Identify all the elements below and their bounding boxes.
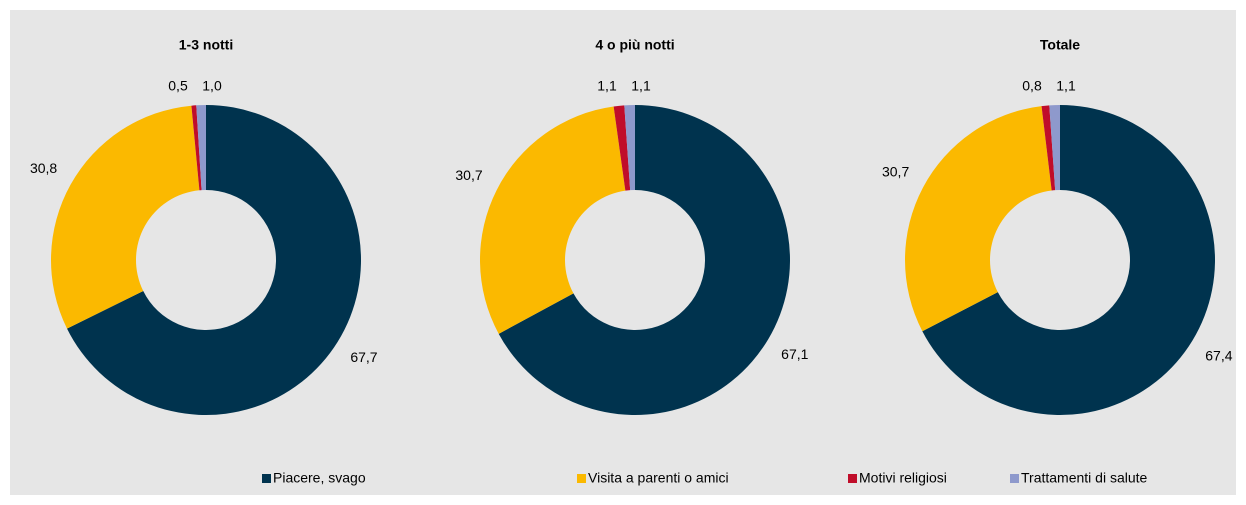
data-label: 1,1 [1056, 78, 1076, 94]
donut-slice [196, 105, 206, 191]
donut-slice [613, 105, 631, 191]
data-label: 30,7 [455, 167, 482, 183]
legend-swatch [1010, 474, 1019, 483]
data-label: 0,8 [1022, 78, 1042, 94]
background [10, 10, 1236, 495]
donut-slice [67, 105, 362, 415]
legend-swatch [577, 474, 586, 483]
legend-swatch [848, 474, 857, 483]
data-label: 67,4 [1205, 347, 1232, 363]
donut-slice [922, 105, 1216, 416]
donut-slice [191, 105, 202, 191]
donut-slice [1041, 105, 1056, 191]
data-label: 67,7 [350, 349, 377, 365]
chart-title: 1-3 notti [179, 37, 233, 53]
data-label: 0,5 [168, 78, 188, 94]
chart-title: 4 o più notti [595, 37, 674, 53]
legend-label: Trattamenti di salute [1021, 470, 1148, 486]
donut-slice [480, 106, 626, 334]
data-label: 30,8 [30, 160, 57, 176]
legend-label: Motivi religiosi [859, 470, 947, 486]
donut-slice [905, 106, 1052, 332]
chart-title: Totale [1040, 37, 1080, 53]
data-label: 1,1 [597, 78, 617, 94]
data-label: 1,1 [631, 78, 651, 94]
donut-slice [1049, 105, 1060, 191]
legend-label: Visita a parenti o amici [588, 470, 729, 486]
legend-swatch [262, 474, 271, 483]
donut-slice [624, 105, 635, 191]
donut-slice [498, 105, 790, 416]
data-label: 30,7 [882, 164, 909, 180]
data-label: 67,1 [781, 346, 808, 362]
donut-slice [50, 105, 200, 329]
legend-label: Piacere, svago [273, 470, 366, 486]
data-label: 1,0 [202, 78, 222, 94]
